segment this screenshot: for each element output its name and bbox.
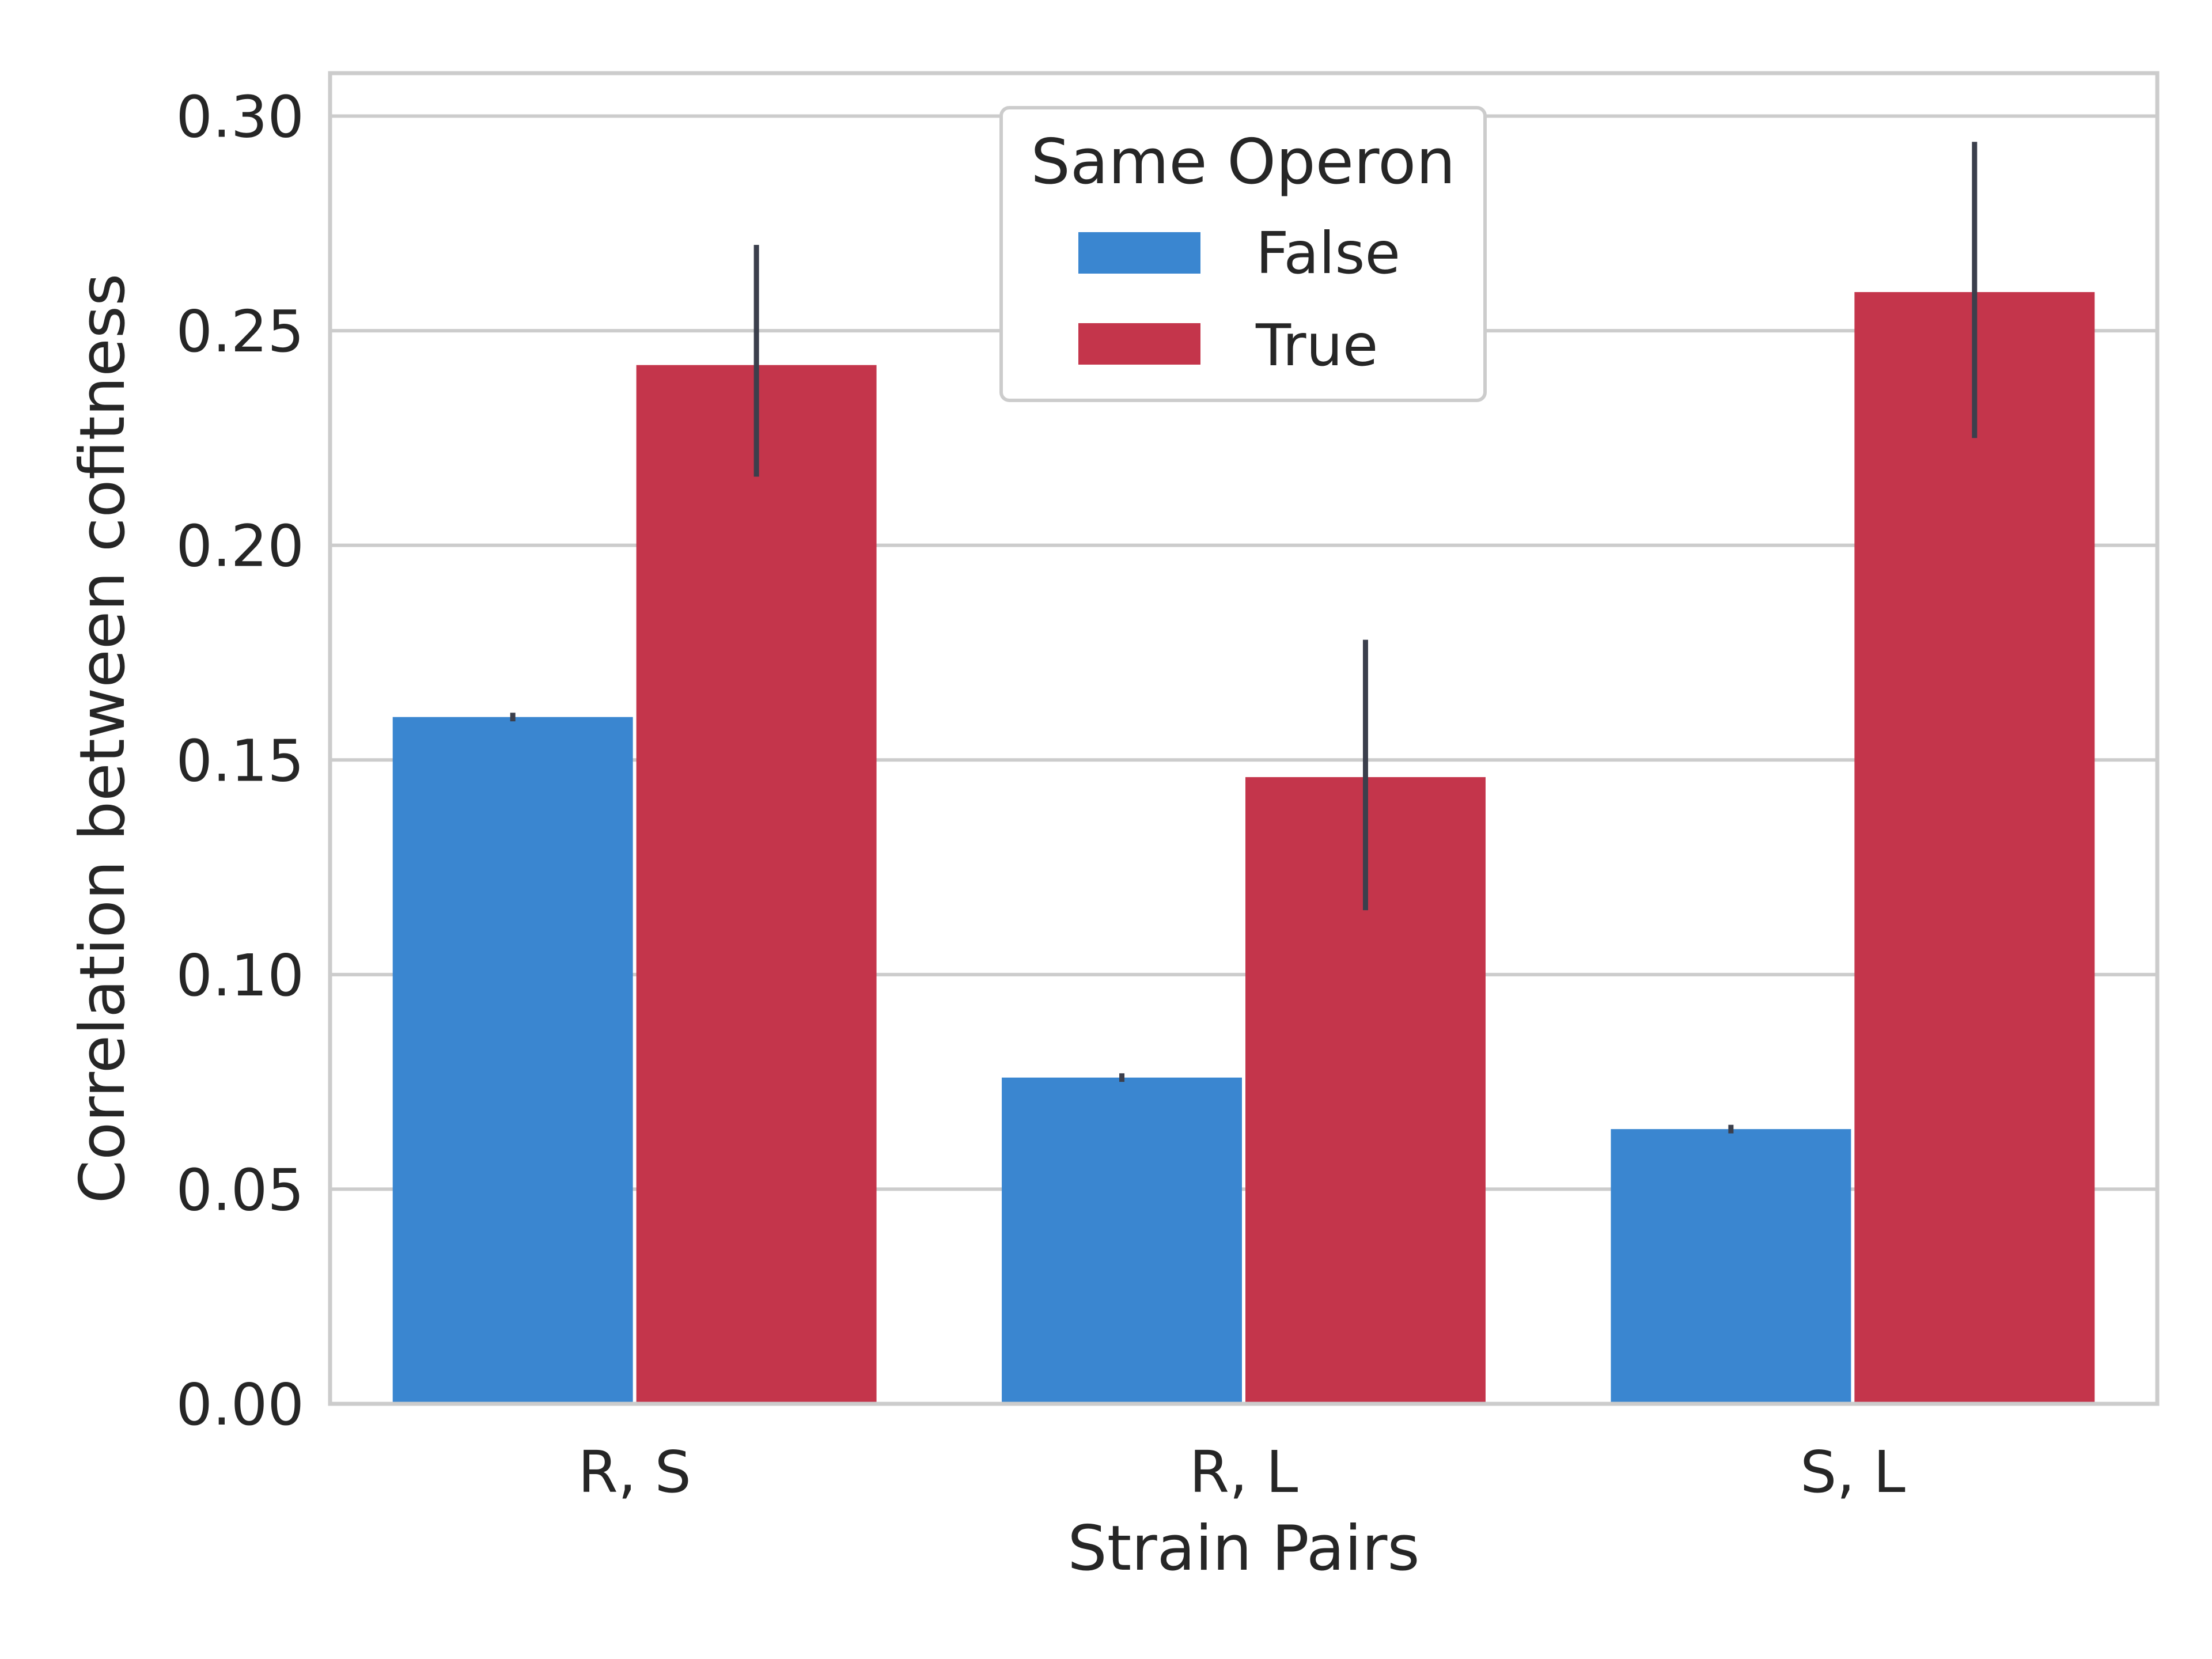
- error-bars-layer: [510, 142, 1978, 1134]
- y-tick-label: 0.00: [176, 1371, 304, 1438]
- x-axis-label: Strain Pairs: [1067, 1513, 1419, 1585]
- y-tick-label: 0.05: [176, 1156, 304, 1224]
- y-tick-label: 0.30: [176, 84, 304, 151]
- bar-false-1: [392, 717, 633, 1404]
- y-axis-label: Correlation between cofitness: [67, 274, 139, 1203]
- legend-title: Same Operon: [1031, 126, 1455, 198]
- legend-label-false: False: [1256, 219, 1400, 287]
- bar-false-2: [1002, 1077, 1242, 1404]
- legend: Same Operon False True: [999, 106, 1487, 402]
- y-tick-labels: 0.00 0.05 0.10 0.15 0.20 0.25 0.30: [176, 84, 304, 1438]
- legend-label-true: True: [1255, 312, 1378, 379]
- x-tick-label: S, L: [1800, 1438, 1906, 1506]
- x-tick-label: R, S: [578, 1438, 691, 1506]
- y-tick-label: 0.25: [176, 298, 304, 365]
- legend-swatch-false: [1078, 232, 1200, 274]
- bar-true-3: [1854, 292, 2095, 1404]
- bars-layer: [392, 292, 2095, 1404]
- bar-true-1: [636, 365, 877, 1404]
- y-tick-label: 0.15: [176, 727, 304, 794]
- x-tick-label: R, L: [1190, 1438, 1298, 1506]
- legend-swatch-true: [1078, 323, 1200, 365]
- y-tick-label: 0.20: [176, 513, 304, 580]
- x-tick-labels: R, S R, L S, L: [578, 1438, 1906, 1506]
- bar-false-3: [1611, 1129, 1851, 1404]
- y-tick-label: 0.10: [176, 942, 304, 1009]
- plot-frame: [328, 71, 2160, 1406]
